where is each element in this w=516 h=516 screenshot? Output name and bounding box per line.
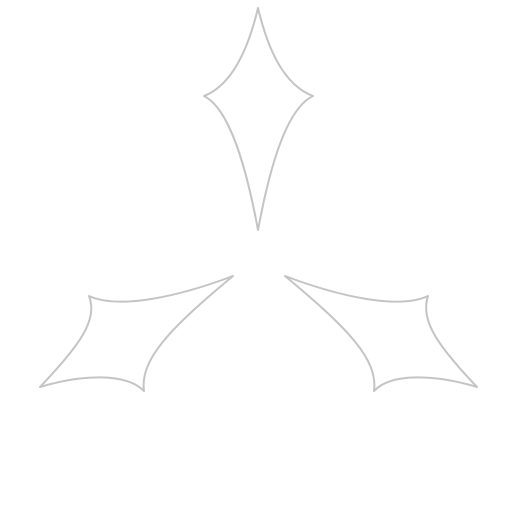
bottom-right-star-shape — [284, 275, 478, 392]
top-star-shape — [203, 7, 314, 231]
bottom-left-star-shape — [39, 275, 234, 392]
